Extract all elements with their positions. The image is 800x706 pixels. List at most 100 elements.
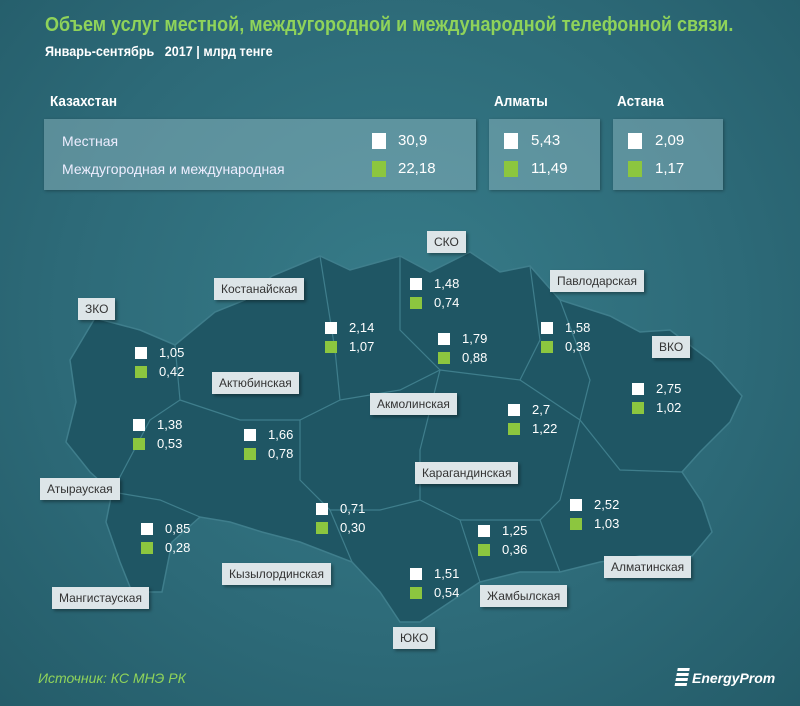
almaty-local-value: 5,43 — [531, 132, 561, 149]
long-distance-row: 1,02 — [632, 400, 681, 415]
region-values: 1,79 0,88 — [438, 331, 488, 365]
long-distance-row: 0,42 — [135, 364, 184, 379]
page-title: Объем услуг местной, междугородной и меж… — [45, 14, 734, 36]
local-swatch — [141, 522, 153, 535]
long-distance-value: 0,53 — [157, 436, 183, 451]
local-row: 0,85 — [141, 521, 191, 536]
long-distance-swatch — [410, 296, 422, 309]
country-outline — [65, 251, 743, 623]
kazakhstan-panel: Местная Междугородная и международная 30… — [44, 119, 476, 190]
local-row: 0,71 — [316, 501, 366, 516]
local-value: 2,7 — [532, 402, 551, 417]
long-distance-row: 1,03 — [570, 516, 620, 531]
local-swatch — [504, 133, 518, 149]
long-distance-swatch — [478, 543, 490, 556]
long-distance-value: 0,54 — [434, 585, 460, 600]
local-swatch — [541, 321, 553, 334]
long-distance-row: 1,07 — [325, 339, 375, 354]
long-distance-value: 0,88 — [462, 350, 488, 365]
long-distance-row: 0,38 — [541, 339, 591, 354]
long-distance-swatch — [504, 161, 518, 177]
long-distance-row: 0,54 — [410, 585, 460, 600]
region-values: 2,14 1,07 — [325, 320, 375, 354]
long-distance-swatch — [244, 447, 256, 460]
region-label: Костанайская — [214, 278, 305, 300]
astana-local-value: 2,09 — [655, 132, 685, 149]
long-distance-value: 0,36 — [502, 542, 528, 557]
long-distance-swatch — [570, 517, 582, 530]
long-distance-row: 0,53 — [133, 436, 183, 451]
almaty-ld-value: 11,49 — [531, 160, 568, 177]
long-distance-row: 0,88 — [438, 350, 488, 365]
local-value: 1,66 — [268, 427, 294, 442]
local-row: 1,58 — [541, 320, 590, 335]
region-label: Кызылординская — [222, 563, 331, 585]
long-distance-value: 0,78 — [268, 446, 294, 461]
region-values: 0,85 0,28 — [141, 521, 191, 555]
local-swatch — [570, 498, 582, 511]
local-value: 0,71 — [340, 501, 366, 516]
long-distance-swatch — [628, 161, 642, 177]
energyprom-logo: EnergyProm — [674, 668, 776, 688]
long-distance-value: 1,07 — [349, 339, 375, 354]
local-swatch — [410, 567, 422, 580]
almaty-title: Алматы — [494, 93, 548, 110]
local-value: 1,38 — [157, 417, 183, 432]
long-distance-swatch — [438, 351, 450, 364]
local-swatch — [372, 133, 386, 149]
local-value: 1,79 — [462, 331, 488, 346]
region-label: ЮКО — [393, 627, 436, 649]
region-label: Акмолинская — [370, 393, 457, 415]
long-distance-swatch — [325, 340, 337, 353]
local-value: 2,14 — [349, 320, 375, 335]
local-row: 1,38 — [133, 417, 183, 432]
local-value: 1,25 — [502, 523, 528, 538]
region-label: ЗКО — [78, 298, 116, 320]
region-label: Павлодарская — [550, 270, 644, 292]
region-label: Алматинская — [604, 556, 692, 578]
region-label: Атырауская — [40, 478, 120, 500]
long-distance-row: 0,30 — [316, 520, 365, 535]
local-row: 1,51 — [410, 566, 460, 581]
region-values: 1,25 0,36 — [478, 523, 528, 557]
local-row: 2,14 — [325, 320, 375, 335]
region-values: 2,52 1,03 — [570, 497, 620, 531]
source-note: Источник: КС МНЭ РК — [38, 670, 186, 686]
logo-icon — [674, 668, 690, 688]
region-values: 1,48 0,74 — [410, 276, 460, 310]
local-swatch — [632, 382, 644, 395]
kz-ld-value: 22,18 — [398, 160, 436, 177]
local-swatch — [316, 502, 328, 515]
local-swatch — [410, 277, 422, 290]
local-swatch — [508, 403, 520, 416]
region-borders — [111, 255, 683, 583]
long-distance-value: 0,74 — [434, 295, 460, 310]
local-value: 1,51 — [434, 566, 460, 581]
local-row: 1,79 — [438, 331, 488, 346]
long-distance-swatch — [508, 422, 520, 435]
long-distance-row: 0,28 — [141, 540, 190, 555]
local-row: 1,66 — [244, 427, 294, 442]
long-distance-swatch — [410, 586, 422, 599]
long-distance-value: 0,38 — [565, 339, 591, 354]
almaty-panel: 5,43 11,49 — [489, 119, 600, 190]
local-value: 0,85 — [165, 521, 191, 536]
long-distance-row: 0,36 — [478, 542, 528, 557]
region-values: 0,71 0,30 — [316, 501, 366, 535]
logo-text: EnergyProm — [692, 670, 776, 686]
page-subtitle: Январь-сентябрь 2017 | млрд тенге — [45, 43, 273, 59]
long-distance-swatch — [541, 340, 553, 353]
local-value: 2,52 — [594, 497, 620, 512]
local-swatch — [478, 524, 490, 537]
region-label: Жамбылская — [480, 585, 568, 607]
local-row: 1,48 — [410, 276, 459, 291]
long-distance-value: 1,03 — [594, 516, 620, 531]
local-swatch — [325, 321, 337, 334]
long-distance-swatch — [141, 541, 153, 554]
local-swatch — [244, 428, 256, 441]
region-values: 1,51 0,54 — [410, 566, 460, 600]
region-values: 1,05 0,42 — [135, 345, 184, 379]
region-values: 1,66 0,78 — [244, 427, 294, 461]
local-row: 2,75 — [632, 381, 681, 396]
